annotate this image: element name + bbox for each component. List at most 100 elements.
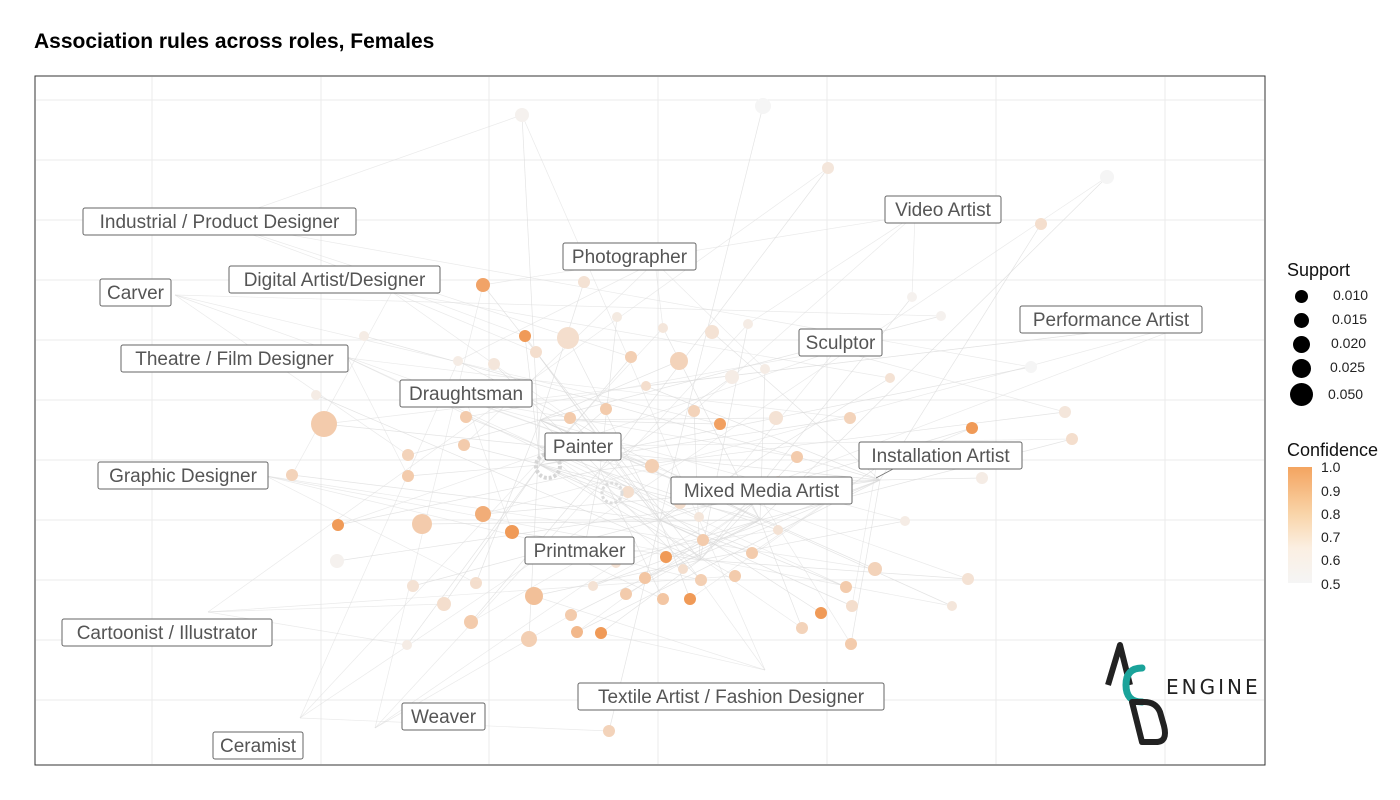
rule-node: [773, 525, 783, 535]
confidence-legend-title: Confidence: [1287, 440, 1379, 460]
rule-edge: [465, 416, 601, 471]
rule-edge: [654, 261, 766, 370]
rule-node: [464, 615, 478, 629]
rule-edge: [347, 357, 409, 477]
rule-edge: [539, 464, 736, 577]
rule-edge: [654, 261, 664, 329]
rule-node: [845, 638, 857, 650]
confidence-tick: 0.7: [1321, 529, 1341, 545]
rule-node: [1066, 433, 1078, 445]
role-label-text: Textile Artist / Fashion Designer: [598, 687, 865, 708]
role-label-text: Printmaker: [534, 541, 627, 562]
rule-node: [612, 312, 622, 322]
rule-edge: [879, 477, 983, 481]
role-label-text: Carver: [107, 283, 165, 304]
rule-node: [840, 581, 852, 593]
role-label-box: [228, 265, 441, 294]
rule-edge: [391, 291, 891, 379]
rule-edge: [521, 114, 766, 671]
role-label: Graphic Designer: [97, 461, 269, 490]
rule-node: [885, 373, 895, 383]
role-label-text: Sculptor: [806, 333, 876, 354]
support-legend-title: Support: [1287, 260, 1351, 280]
rule-edge: [747, 214, 916, 325]
rule-edge: [299, 176, 1108, 719]
rule-node: [519, 330, 531, 342]
role-label-text: Cartoonist / Illustrator: [77, 623, 258, 644]
chart-title: Association rules across roles, Females: [34, 30, 435, 53]
rule-edge: [463, 261, 656, 446]
role-label-box: [544, 432, 622, 461]
rule-edge: [699, 559, 969, 580]
rule-edge: [777, 319, 1201, 482]
acd-logo-icon: [1105, 642, 1168, 745]
rule-edge: [539, 446, 667, 558]
rule-node: [846, 600, 858, 612]
role-label: Digital Artist/Designer: [228, 265, 441, 294]
rule-node: [645, 459, 659, 473]
rule-node: [697, 534, 709, 546]
rule-node: [460, 411, 472, 423]
rule-edge: [533, 559, 701, 597]
rule-edge: [391, 291, 571, 419]
role-label: Cartoonist / Illustrator: [61, 618, 273, 647]
rule-node: [678, 564, 688, 574]
rule-node: [330, 554, 344, 568]
rule-edge: [299, 360, 459, 719]
rule-node: [311, 390, 321, 400]
plot-panel: [34, 75, 1266, 766]
rule-edge: [291, 291, 393, 476]
rule-node: [476, 278, 490, 292]
role-label-text: Weaver: [411, 707, 477, 728]
rule-edge: [567, 337, 661, 521]
rule-edge: [374, 284, 484, 729]
rule-edge: [759, 519, 803, 629]
rule-node: [437, 597, 451, 611]
rule-node: [688, 405, 700, 417]
rule-node: [470, 577, 482, 589]
rule-node: [620, 588, 632, 600]
rule-node: [1025, 361, 1037, 373]
role-label: Theatre / Film Designer: [120, 344, 349, 373]
support-legend-item: 0.050: [1290, 383, 1363, 406]
rule-node: [743, 319, 753, 329]
role-label-text: Draughtsman: [409, 384, 523, 405]
rule-node: [746, 547, 758, 559]
role-label-text: Video Artist: [895, 200, 991, 221]
role-label: Photographer: [562, 242, 697, 271]
rule-edge: [759, 497, 852, 645]
rule-edge: [579, 559, 664, 600]
rule-node: [402, 449, 414, 461]
role-label-box: [120, 344, 349, 373]
rule-edge: [465, 399, 798, 458]
rule-edge: [174, 294, 721, 425]
role-label: Printmaker: [524, 536, 635, 565]
support-legend: Support 0.010 0.015 0.020 0.025 0.050: [1287, 260, 1387, 410]
role-label-text: Digital Artist/Designer: [244, 270, 426, 291]
rule-edge: [599, 376, 733, 471]
rule-edge: [299, 327, 664, 719]
rule-edge: [265, 475, 477, 584]
role-label-text: Theatre / Film Designer: [135, 349, 334, 370]
rule-edge: [539, 464, 629, 493]
support-dot-icon: [1293, 336, 1310, 353]
rule-edge: [391, 291, 537, 353]
rule-node: [725, 370, 739, 384]
rule-edge: [374, 562, 617, 729]
rule-node: [402, 470, 414, 482]
support-value: 0.050: [1328, 386, 1364, 402]
rule-node: [359, 331, 369, 341]
rule-node: [571, 626, 583, 638]
support-dot-icon: [1294, 313, 1309, 328]
rule-edge: [665, 519, 761, 558]
role-label: Performance Artist: [1019, 305, 1203, 334]
rule-node: [564, 412, 576, 424]
rule-node: [844, 412, 856, 424]
role-label-text: Mixed Media Artist: [684, 481, 840, 502]
confidence-colorbar: [1288, 467, 1312, 583]
rule-edge: [217, 221, 1032, 368]
rule-edge: [576, 479, 881, 633]
support-legend-item: 0.015: [1294, 311, 1367, 328]
rule-node: [684, 593, 696, 605]
